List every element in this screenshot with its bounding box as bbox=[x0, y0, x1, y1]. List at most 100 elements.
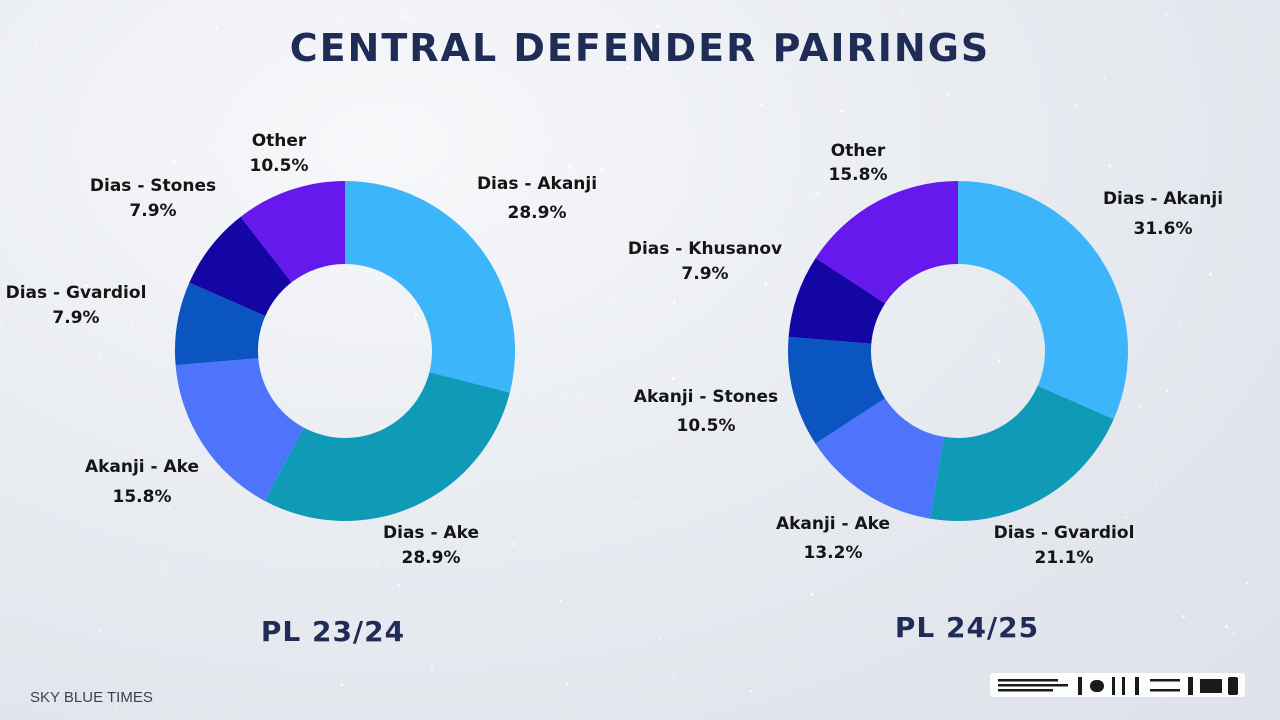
snow-speck bbox=[715, 82, 718, 85]
snow-speck bbox=[320, 558, 323, 561]
snow-speck bbox=[1002, 306, 1004, 308]
snow-speck bbox=[81, 254, 84, 257]
snow-speck bbox=[401, 15, 404, 18]
snow-speck bbox=[114, 34, 117, 37]
chart-subtitle: PL 24/25 bbox=[895, 611, 1039, 644]
snow-speck bbox=[309, 373, 312, 375]
snow-speck bbox=[159, 567, 162, 570]
snow-speck bbox=[37, 429, 40, 431]
slice-label-akanji-ake: Akanji - Ake bbox=[85, 457, 199, 477]
slice-dias-gvardiol bbox=[929, 385, 1114, 521]
snow-speck bbox=[3, 601, 6, 604]
slice-value-akanji-stones: 10.5% bbox=[677, 416, 736, 436]
snow-speck bbox=[1146, 473, 1148, 475]
slice-other bbox=[815, 181, 958, 304]
brand-label: SKY BLUE TIMES bbox=[30, 689, 153, 706]
snow-speck bbox=[977, 613, 980, 616]
snow-speck bbox=[455, 529, 459, 532]
snow-speck bbox=[840, 110, 844, 114]
snow-speck bbox=[66, 199, 69, 202]
snow-speck bbox=[1164, 13, 1168, 17]
slice-label-dias-ake: Dias - Ake bbox=[383, 523, 479, 543]
slice-dias-akanji bbox=[958, 181, 1128, 420]
snow-speck bbox=[1103, 76, 1106, 79]
slice-dias-akanji bbox=[345, 181, 515, 393]
snow-speck bbox=[187, 235, 189, 237]
slice-value-dias-stones: 7.9% bbox=[129, 201, 176, 221]
snow-speck bbox=[901, 9, 905, 13]
snow-speck bbox=[26, 384, 28, 386]
snow-speck bbox=[789, 71, 791, 73]
snow-speck bbox=[501, 490, 504, 492]
snow-speck bbox=[340, 683, 343, 687]
snow-speck bbox=[750, 689, 753, 693]
slice-value-akanji-ake: 13.2% bbox=[804, 543, 863, 563]
snow-speck bbox=[64, 251, 67, 254]
slice-dias-khusanov bbox=[788, 257, 886, 344]
slice-label-dias-stones: Dias - Stones bbox=[90, 176, 216, 196]
snow-speck bbox=[1112, 420, 1115, 423]
snow-speck bbox=[1125, 516, 1128, 519]
snow-speck bbox=[421, 109, 424, 113]
slice-value-dias-gvardiol: 21.1% bbox=[1035, 548, 1094, 568]
snow-speck bbox=[472, 213, 475, 216]
snow-speck bbox=[295, 523, 298, 526]
snow-speck bbox=[377, 565, 379, 567]
snow-speck bbox=[709, 405, 712, 408]
snow-speck bbox=[407, 20, 411, 24]
snow-speck bbox=[809, 593, 813, 597]
snow-speck bbox=[497, 590, 499, 592]
slice-label-dias-khusanov: Dias - Khusanov bbox=[628, 239, 782, 259]
slice-value-akanji-ake: 15.8% bbox=[113, 487, 172, 507]
snow-speck bbox=[565, 362, 567, 364]
slice-label-dias-akanji: Dias - Akanji bbox=[1103, 189, 1223, 209]
snow-speck bbox=[133, 289, 137, 293]
slice-akanji-ake bbox=[175, 358, 304, 501]
snow-speck bbox=[489, 62, 493, 65]
snow-speck bbox=[658, 636, 661, 639]
snow-speck bbox=[1108, 164, 1112, 167]
chart-subtitle: PL 23/24 bbox=[261, 615, 405, 648]
slice-akanji-stones bbox=[787, 336, 886, 444]
donut-chart-2: Dias - Akanji 31.6% Dias - Gvardiol 21.1% Ak… bbox=[628, 141, 1223, 644]
snow-speck bbox=[0, 322, 2, 324]
snow-speck bbox=[776, 238, 780, 242]
snow-speck bbox=[215, 26, 218, 30]
slice-value-dias-akanji: 28.9% bbox=[508, 203, 567, 223]
slice-value-other: 15.8% bbox=[829, 165, 888, 185]
snow-speck bbox=[609, 296, 611, 298]
snow-speck bbox=[655, 25, 660, 29]
slice-dias-stones bbox=[189, 216, 292, 317]
snow-speck bbox=[1166, 389, 1170, 393]
snow-speck bbox=[418, 72, 420, 75]
snow-speck bbox=[268, 95, 270, 97]
snow-speck bbox=[688, 37, 692, 40]
snow-speck bbox=[856, 112, 859, 115]
slice-label-dias-akanji: Dias - Akanji bbox=[477, 174, 597, 194]
snow-speck bbox=[672, 376, 675, 380]
page-title: CENTRAL DEFENDER PAIRINGS bbox=[289, 26, 991, 70]
snow-speck bbox=[1173, 442, 1175, 445]
snow-speck bbox=[562, 61, 566, 65]
snow-speck bbox=[214, 143, 218, 146]
snow-speck bbox=[1023, 294, 1027, 298]
snow-speck bbox=[1155, 484, 1158, 487]
donut-chart-1: Dias - Akanji 28.9% Dias - Ake 28.9% Akanji … bbox=[6, 131, 597, 648]
snow-speck bbox=[96, 695, 99, 698]
snow-speck bbox=[97, 356, 101, 359]
snow-speck bbox=[759, 102, 763, 106]
slice-value-dias-khusanov: 7.9% bbox=[681, 264, 728, 284]
snow-speck bbox=[976, 59, 979, 63]
snow-speck bbox=[1225, 625, 1228, 628]
snow-speck bbox=[337, 17, 341, 21]
snow-speck bbox=[414, 313, 418, 317]
slice-value-dias-akanji: 31.6% bbox=[1134, 219, 1193, 239]
snow-speck bbox=[1181, 615, 1185, 619]
snow-speck bbox=[1233, 633, 1235, 636]
snow-speck bbox=[1081, 536, 1085, 541]
slice-label-dias-gvardiol: Dias - Gvardiol bbox=[994, 523, 1135, 543]
snow-speck bbox=[168, 506, 171, 510]
slice-dias-gvardiol bbox=[174, 282, 266, 366]
slice-label-dias-gvardiol: Dias - Gvardiol bbox=[6, 283, 147, 303]
